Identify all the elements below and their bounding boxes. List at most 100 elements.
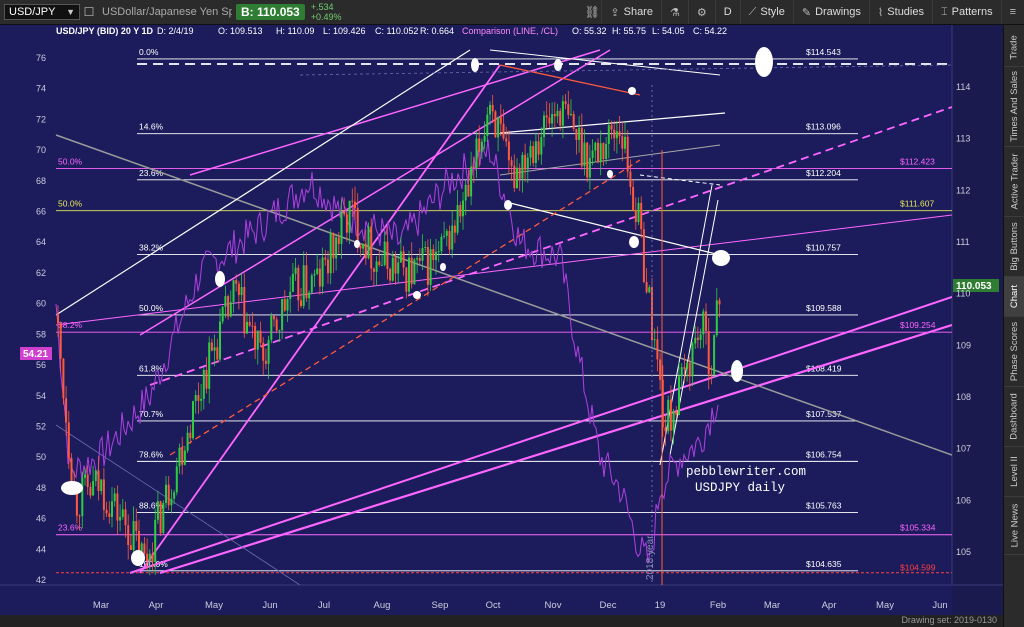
candle-body	[575, 128, 578, 140]
marker-ellipse[interactable]	[215, 271, 225, 287]
marker-ellipse[interactable]	[607, 170, 613, 178]
sidebar-tab-chart[interactable]: Chart	[1004, 277, 1024, 317]
sidebar-tab-label: Trade	[1009, 35, 1020, 60]
trendline[interactable]	[139, 64, 501, 574]
marker-ellipse[interactable]	[731, 360, 743, 382]
sidebar-tab-live-news[interactable]: Live News	[1004, 497, 1024, 555]
candle-body	[281, 299, 284, 331]
chart-canvas[interactable]: 0.0% $114.543 14.6% $113.096 23.6% $112.204 38…	[0, 25, 1003, 615]
trendline[interactable]	[149, 106, 952, 386]
trendline[interactable]	[499, 144, 721, 176]
sidebar-tab-times-and-sales[interactable]: Times And Sales	[1004, 67, 1024, 147]
fib-level-price: $104.635	[806, 559, 842, 569]
candle-body	[291, 273, 294, 292]
sidebar-tab-level-ii[interactable]: Level II	[1004, 447, 1024, 497]
flask-icon: ⚗	[669, 6, 680, 19]
patterns-label: Patterns	[951, 6, 993, 18]
trendline[interactable]	[55, 49, 471, 316]
drawings-button[interactable]: ✎ Drawings	[792, 0, 869, 24]
candle-body	[156, 501, 159, 520]
marker-ellipse[interactable]	[440, 263, 446, 271]
candle-body	[97, 470, 100, 492]
marker-ellipse[interactable]	[629, 236, 639, 248]
share-button[interactable]: ⇪ Share	[601, 0, 661, 24]
candle-body	[599, 143, 602, 163]
candle-body	[340, 211, 343, 244]
candle-body	[548, 117, 551, 124]
trendline[interactable]	[55, 214, 952, 326]
chevron-down-icon[interactable]: ▼	[66, 7, 75, 17]
trendline[interactable]	[139, 49, 611, 336]
trendline[interactable]	[669, 199, 719, 456]
legend-cmp-open: O: 55.32	[572, 26, 607, 36]
link-icon[interactable]: ⛓	[584, 5, 600, 19]
candle-body	[486, 114, 489, 136]
checkbox-icon[interactable]: ☐	[83, 5, 95, 19]
left-axis-tick: 58	[36, 329, 46, 339]
legend-low: L: 109.426	[323, 26, 366, 36]
candle-body	[351, 200, 354, 202]
marker-ellipse[interactable]	[131, 550, 145, 566]
candle-body	[92, 481, 95, 496]
sidebar-tab-active-trader[interactable]: Active Trader	[1004, 147, 1024, 217]
candle-body	[148, 553, 151, 561]
trendline[interactable]	[509, 202, 721, 256]
settings-button[interactable]: ⚙	[687, 0, 715, 24]
trendline[interactable]	[55, 424, 301, 585]
symbol-selector[interactable]: USD/JPY ▼	[4, 4, 80, 20]
more-button[interactable]: ≡	[1000, 0, 1024, 24]
studies-button[interactable]: ⌇ Studies	[868, 0, 932, 24]
marker-ellipse[interactable]	[413, 291, 421, 299]
trendline[interactable]	[55, 134, 952, 456]
trendline[interactable]	[169, 159, 641, 456]
candle-body	[680, 367, 683, 377]
sidebar-tab-dashboard[interactable]: Dashboard	[1004, 387, 1024, 447]
left-axis-tick: 70	[36, 145, 46, 155]
price-chart[interactable]: 0.0% $114.543 14.6% $113.096 23.6% $112.204 38…	[0, 25, 1003, 615]
gear-icon: ⚙	[696, 6, 707, 19]
x-axis-tick: May	[876, 600, 894, 611]
trendline[interactable]	[499, 64, 641, 96]
marker-ellipse[interactable]	[755, 47, 773, 77]
marker-ellipse[interactable]	[354, 240, 360, 248]
marker-ellipse[interactable]	[61, 481, 83, 495]
trendline[interactable]	[189, 49, 601, 176]
sidebar-tab-trade[interactable]: Trade	[1004, 29, 1024, 67]
left-axis-tick: 50	[36, 452, 46, 462]
candle-body	[437, 251, 440, 253]
candle-body	[583, 142, 586, 167]
right-axis-tick: 112	[956, 185, 970, 195]
candle-body	[264, 360, 267, 364]
marker-ellipse[interactable]	[712, 250, 730, 266]
sidebar-tab-phase-scores[interactable]: Phase Scores	[1004, 317, 1024, 387]
style-icon: ⟋	[748, 5, 757, 18]
style-button[interactable]: ⟋ Style	[739, 0, 793, 24]
candle-body	[359, 245, 362, 249]
right-axis-panel	[952, 25, 1003, 615]
marker-ellipse[interactable]	[504, 200, 512, 210]
trendline[interactable]	[499, 112, 726, 134]
left-axis-tick: 52	[36, 421, 46, 431]
marker-ellipse[interactable]	[628, 87, 636, 95]
trendline[interactable]	[129, 296, 952, 574]
candle-body	[605, 143, 608, 159]
x-axis-tick: Nov	[545, 600, 562, 611]
fib-level-pct: 23.6%	[139, 168, 164, 178]
x-axis-tick: Jul	[318, 600, 330, 611]
trendline[interactable]	[489, 49, 721, 76]
trendline[interactable]	[299, 64, 952, 76]
flask-button[interactable]: ⚗	[660, 0, 688, 24]
marker-ellipse[interactable]	[471, 58, 479, 72]
sidebar-tab-big-buttons[interactable]: Big Buttons	[1004, 217, 1024, 277]
style-label: Style	[760, 6, 785, 18]
candle-body	[656, 339, 659, 360]
candle-body	[710, 374, 713, 376]
patterns-button[interactable]: ⌶ Patterns	[932, 0, 1001, 24]
marker-ellipse[interactable]	[554, 59, 562, 71]
trendline[interactable]	[159, 323, 952, 575]
candle-body	[305, 265, 308, 299]
fib-level-pct: 38.2%	[139, 243, 164, 253]
comparison-price-tag: 54.21	[20, 347, 52, 360]
period-selector[interactable]: D	[714, 0, 740, 24]
candle-body	[464, 184, 467, 201]
